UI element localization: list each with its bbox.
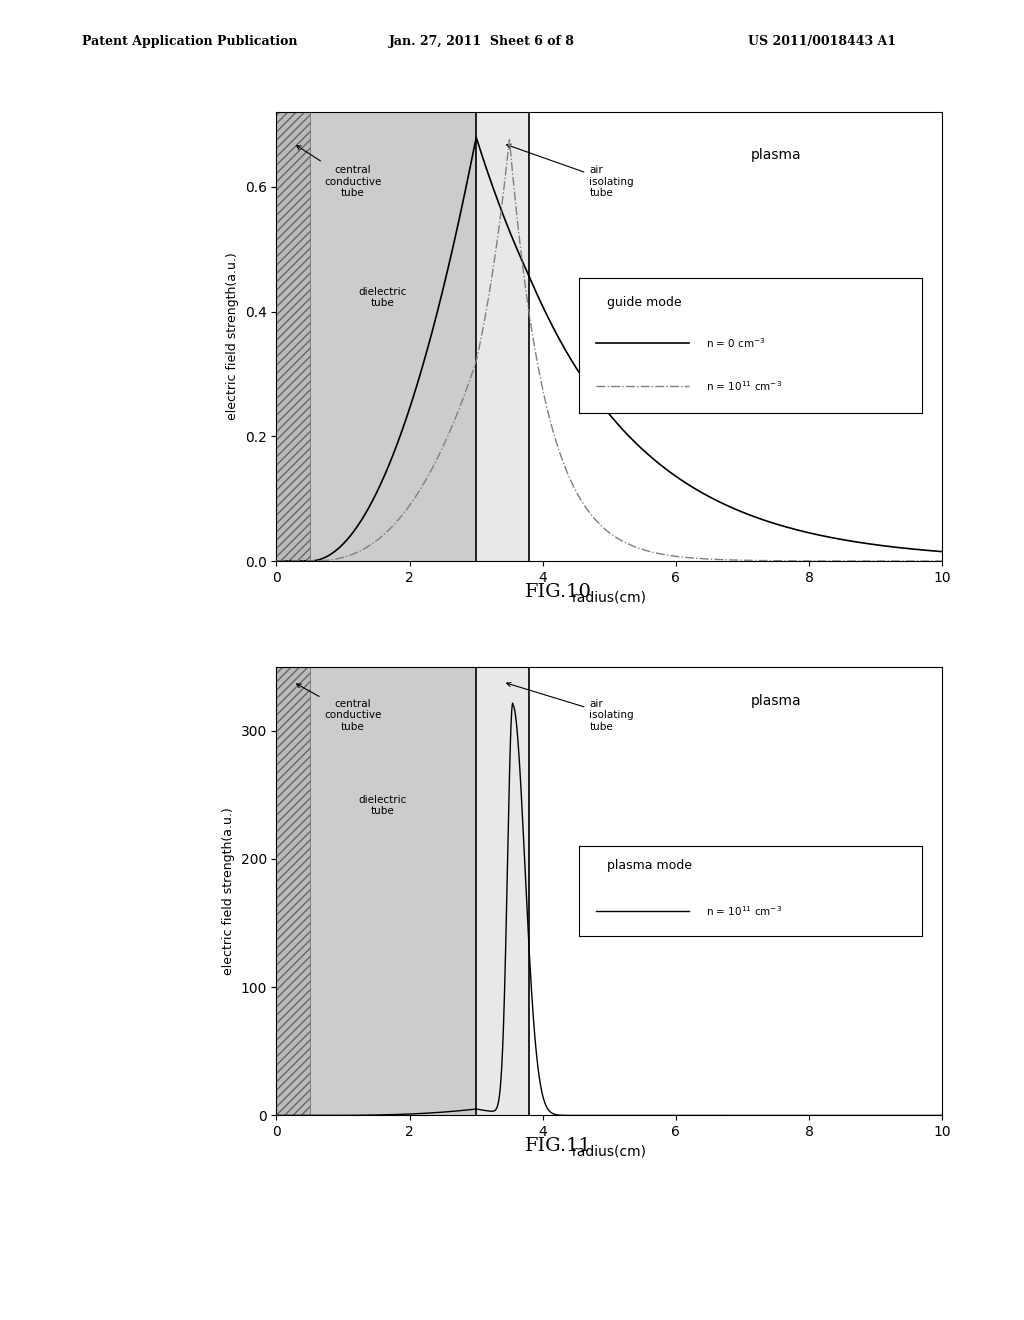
Y-axis label: electric field strength(a.u.): electric field strength(a.u.) [222, 807, 234, 975]
Text: plasma: plasma [751, 694, 801, 708]
Text: dielectric
tube: dielectric tube [358, 795, 408, 817]
Text: FIG.10: FIG.10 [524, 582, 592, 601]
Bar [309, 112, 476, 561]
Text: air
isolating
tube: air isolating tube [507, 144, 634, 198]
Text: FIG.11: FIG.11 [524, 1137, 592, 1155]
Text: central
conductive
tube: central conductive tube [297, 145, 382, 198]
Text: Jan. 27, 2011  Sheet 6 of 8: Jan. 27, 2011 Sheet 6 of 8 [389, 34, 575, 48]
Y-axis label: electric field strength(a.u.): electric field strength(a.u.) [226, 252, 240, 421]
X-axis label: radius(cm): radius(cm) [571, 590, 647, 605]
Text: US 2011/0018443 A1: US 2011/0018443 A1 [748, 34, 896, 48]
Bar [276, 667, 309, 1115]
Text: central
conductive
tube: central conductive tube [297, 684, 382, 731]
Bar [276, 667, 309, 1115]
Text: plasma: plasma [751, 148, 801, 162]
X-axis label: radius(cm): radius(cm) [571, 1144, 647, 1159]
Bar [276, 112, 309, 561]
Text: air
isolating
tube: air isolating tube [507, 682, 634, 731]
Bar [476, 112, 529, 561]
Text: Patent Application Publication: Patent Application Publication [82, 34, 297, 48]
Bar [276, 112, 309, 561]
Bar [309, 667, 476, 1115]
Text: dielectric
tube: dielectric tube [358, 286, 408, 309]
Bar [476, 667, 529, 1115]
